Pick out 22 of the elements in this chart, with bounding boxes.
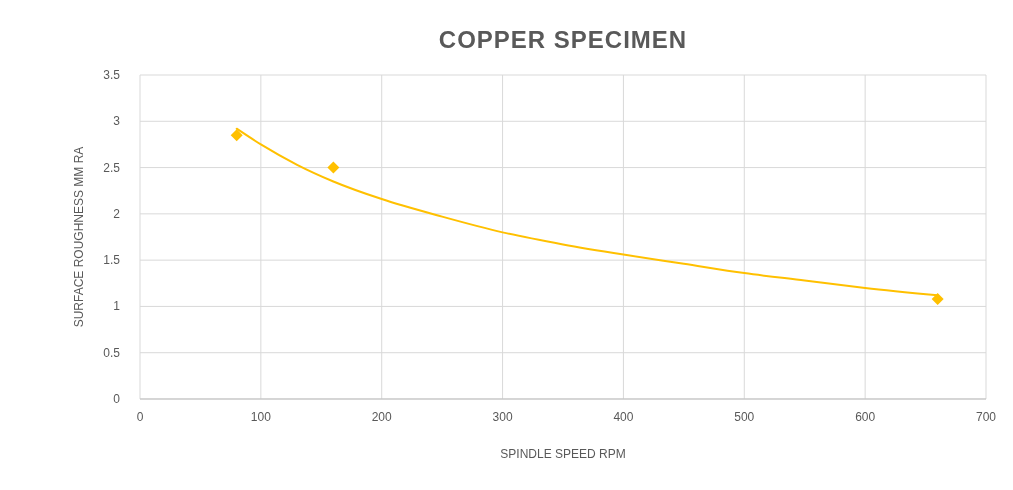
y-tick-label: 2 — [113, 206, 121, 221]
y-tick-label: 2.5 — [103, 160, 121, 175]
x-tick-label: 300 — [492, 410, 513, 424]
x-tick-label: 200 — [371, 410, 393, 424]
y-tick-label: 0.5 — [103, 345, 121, 360]
x-axis-title: SPINDLE SPEED RPM — [500, 447, 626, 461]
x-tick-label: 700 — [975, 410, 997, 424]
x-tick-label: 0 — [136, 410, 144, 424]
point — [931, 293, 944, 306]
y-tick-label: 0 — [113, 392, 121, 406]
y-tick-label: 1.5 — [103, 253, 121, 268]
x-tick-label: 400 — [613, 410, 634, 424]
point — [230, 129, 243, 142]
y-tick-label: 3.5 — [103, 68, 121, 82]
x-tick-label: 500 — [734, 410, 755, 424]
x-tick-label: 600 — [855, 410, 876, 424]
point — [327, 161, 340, 174]
y-tick-label: 3 — [113, 114, 121, 129]
chart-title: COPPER SPECIMEN — [438, 26, 688, 53]
y-axis-title: SURFACE ROUGHNESS MM RA — [72, 146, 86, 328]
y-tick-label: 1 — [113, 299, 121, 314]
x-tick-label: 100 — [250, 410, 272, 424]
